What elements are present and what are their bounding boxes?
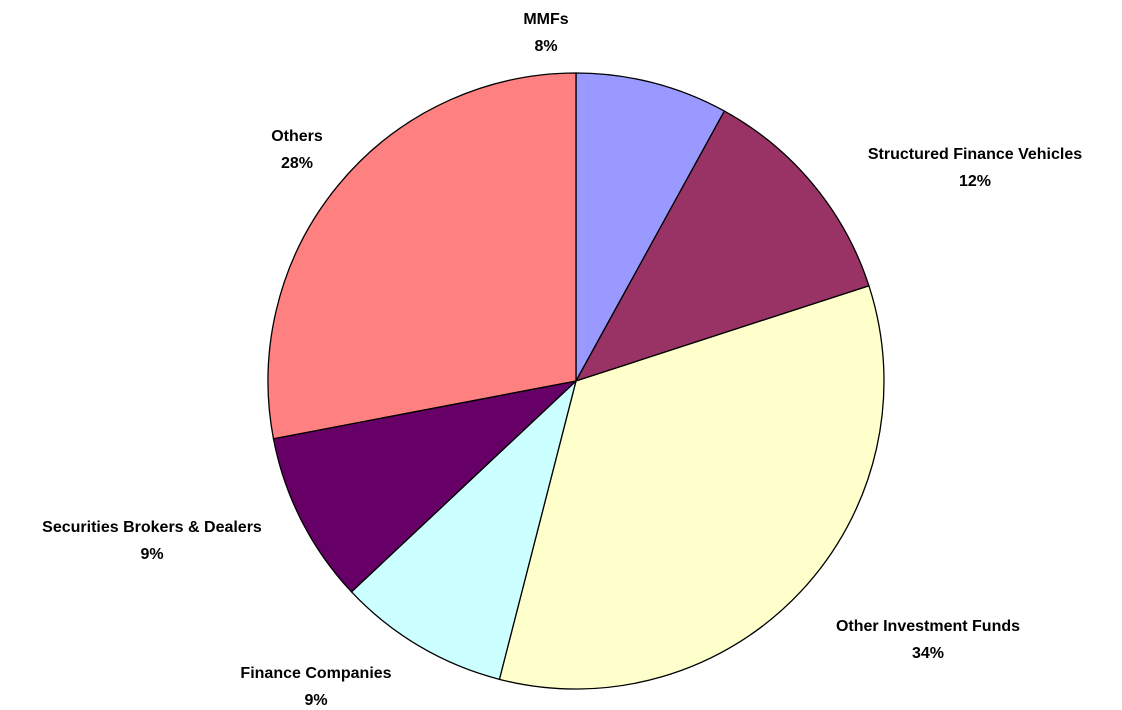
slice-label: Others (271, 128, 323, 145)
slice-label: Securities Brokers & Dealers (42, 519, 262, 536)
slice-label: MMFs (523, 11, 568, 28)
slice-value-label: 34% (912, 645, 944, 662)
slice-value-label: 9% (304, 692, 327, 709)
pie-slice (350, 378, 578, 681)
slice-label: Structured Finance Vehicles (868, 146, 1082, 163)
pie-slice (575, 72, 726, 382)
pie-slice (574, 110, 870, 383)
pie-slice (272, 379, 579, 593)
slice-value-label: 28% (281, 155, 313, 172)
pie-slice (267, 72, 577, 440)
slice-label: Finance Companies (240, 665, 391, 682)
slice-value-label: 9% (140, 546, 163, 563)
slice-value-label: 12% (959, 173, 991, 190)
pie-slice (498, 285, 885, 690)
slice-value-label: 8% (534, 38, 557, 55)
slice-label: Other Investment Funds (836, 618, 1020, 635)
